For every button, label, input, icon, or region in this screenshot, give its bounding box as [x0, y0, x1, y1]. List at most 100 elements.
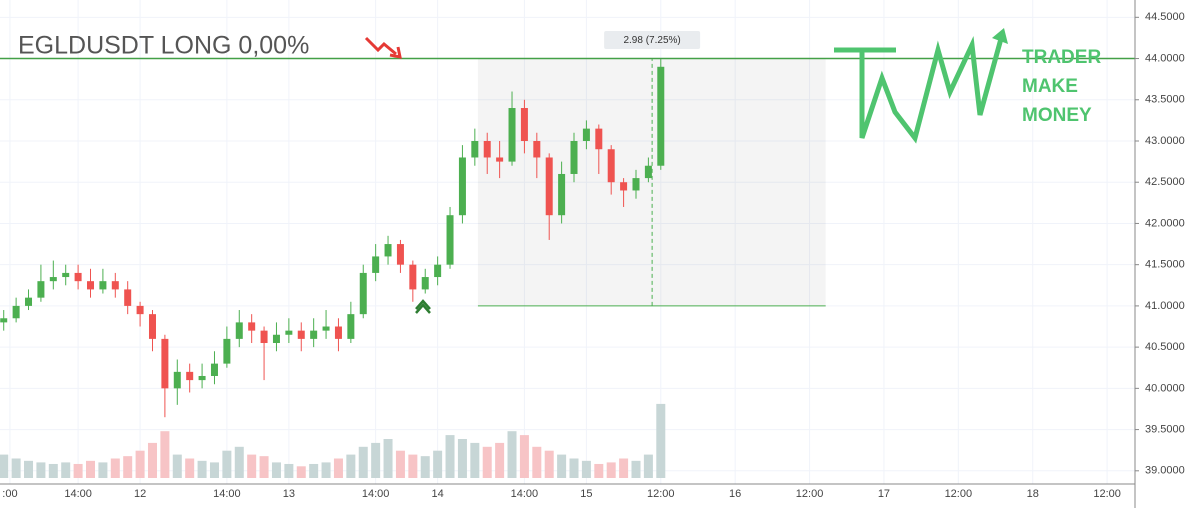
logo-text: MONEY	[1022, 105, 1092, 126]
candle-body	[372, 256, 380, 273]
candle-body	[148, 314, 156, 339]
y-tick-label: 44.0000	[1145, 52, 1185, 64]
volume-bar	[0, 454, 9, 478]
x-tick-label: 12	[134, 488, 146, 500]
volume-bar	[86, 460, 96, 478]
volume-bar	[569, 458, 579, 478]
candle-body	[533, 140, 541, 158]
candle-body	[111, 281, 119, 290]
candle-body	[248, 322, 256, 331]
volume-bar	[581, 460, 591, 478]
candle-body	[359, 272, 367, 315]
volume-bar	[197, 460, 207, 478]
volume-bar	[420, 456, 430, 478]
candle-body	[12, 305, 20, 319]
candle-body	[37, 281, 45, 298]
volume-bar	[433, 450, 443, 478]
y-tick-label: 43.5000	[1145, 94, 1185, 106]
x-tick-label: 14:00	[64, 488, 92, 500]
candle-body	[582, 128, 590, 141]
logo-arrowhead	[992, 28, 1008, 44]
candle-body	[496, 157, 504, 162]
candle-body	[198, 375, 206, 381]
volume-bar	[135, 450, 145, 478]
volume-bar	[656, 403, 666, 478]
volume-bar	[98, 462, 108, 478]
y-tick-label: 40.5000	[1145, 341, 1185, 353]
volume-bar	[271, 462, 281, 478]
candle-body	[25, 297, 33, 306]
candle-body	[545, 157, 553, 216]
candle-body	[620, 182, 628, 191]
x-tick-label: 16	[729, 488, 741, 500]
candle-body	[421, 277, 429, 290]
y-tick-label: 39.5000	[1145, 423, 1185, 435]
logo-text: TRADER	[1022, 47, 1101, 68]
volume-bar	[594, 463, 604, 478]
candle-body	[570, 140, 578, 174]
y-tick-label: 42.5000	[1145, 176, 1185, 188]
candle-body	[409, 264, 417, 290]
x-tick-label: 12:00	[1093, 488, 1121, 500]
volume-bar	[11, 458, 21, 478]
chart-title: EGLDUSDT LONG 0,00%	[18, 32, 309, 60]
volume-bar	[48, 463, 58, 478]
candle-body	[607, 149, 615, 183]
logo-graph	[834, 34, 1005, 144]
volume-bar	[544, 450, 554, 478]
volume-bar	[247, 454, 257, 478]
volume-bar	[234, 446, 244, 478]
volume-bar	[532, 446, 542, 478]
volume-bar	[457, 439, 467, 478]
candle-body	[297, 330, 305, 339]
y-tick-label: 42.0000	[1145, 217, 1185, 229]
x-tick-label: 15	[580, 488, 592, 500]
volume-bar	[445, 435, 455, 478]
candle-body	[558, 173, 566, 216]
volume-bar	[73, 463, 83, 478]
candle-body	[483, 140, 491, 158]
volume-bar	[383, 439, 393, 478]
volume-bar	[24, 460, 34, 478]
candle-body	[210, 363, 218, 376]
volume-bar	[643, 454, 653, 478]
volume-bar	[519, 435, 529, 478]
x-tick-label: 12:00	[796, 488, 824, 500]
x-tick-label: 12:00	[945, 488, 973, 500]
volume-bar	[333, 458, 343, 478]
measure-label: 2.98 (7.25%)	[623, 35, 680, 46]
x-tick-label: :00	[2, 488, 17, 500]
candle-body	[272, 334, 280, 344]
y-tick-label: 44.5000	[1145, 11, 1185, 23]
x-tick-label: 14:00	[511, 488, 539, 500]
candle-body	[235, 322, 243, 339]
candle-body	[384, 244, 392, 257]
down-arrow-icon	[364, 36, 402, 59]
candle-body	[124, 289, 132, 306]
candle-body	[434, 264, 442, 278]
volume-bar	[147, 442, 157, 478]
volume-bar	[36, 462, 46, 478]
candle-body	[446, 215, 454, 265]
volume-bar	[482, 446, 492, 478]
logo: TRADER MAKE MONEY	[834, 28, 1101, 144]
volume-bar	[631, 460, 641, 478]
volume-bar	[209, 462, 219, 478]
candle-body	[74, 272, 82, 282]
candle-body	[471, 140, 479, 158]
candle-body	[62, 272, 70, 278]
measure-label-box	[604, 31, 701, 49]
candle-body	[186, 371, 194, 381]
candle-body	[260, 330, 268, 344]
volume-bar	[619, 458, 629, 478]
volume-bar	[321, 462, 331, 478]
y-tick-label: 41.0000	[1145, 300, 1185, 312]
y-tick-label: 39.0000	[1145, 465, 1185, 477]
candle-body	[632, 178, 640, 191]
candle-body	[334, 326, 342, 339]
candle-body	[223, 338, 231, 364]
candle-body	[347, 314, 355, 339]
candle-body	[173, 371, 181, 389]
x-tick-label: 12:00	[647, 488, 675, 500]
